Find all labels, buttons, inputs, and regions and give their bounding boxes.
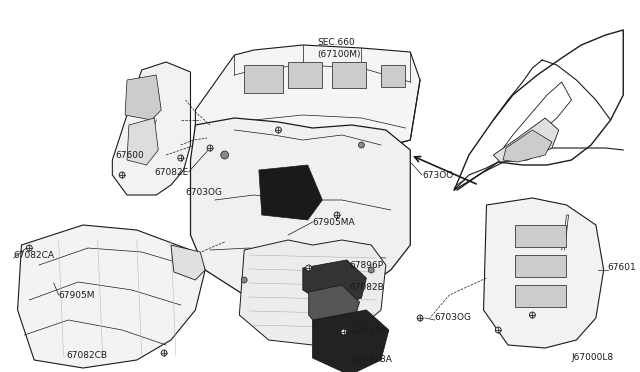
Text: 67082B: 67082B [349, 283, 385, 292]
Text: 67082BA: 67082BA [351, 356, 392, 365]
Polygon shape [312, 310, 388, 372]
Text: 67896P: 67896P [349, 260, 384, 269]
Text: 6703OG: 6703OG [186, 187, 223, 196]
Polygon shape [493, 118, 559, 162]
Text: 67082CB: 67082CB [67, 350, 108, 359]
Polygon shape [308, 285, 360, 332]
Bar [288, 62, 323, 88]
Polygon shape [503, 130, 552, 162]
Polygon shape [239, 240, 386, 345]
Polygon shape [195, 45, 420, 148]
Polygon shape [113, 62, 191, 195]
Polygon shape [303, 260, 366, 308]
Polygon shape [17, 225, 205, 368]
Circle shape [529, 312, 535, 318]
Bar [332, 62, 366, 88]
Circle shape [221, 151, 228, 159]
Circle shape [241, 277, 247, 283]
Text: 67905MA: 67905MA [312, 218, 355, 227]
Text: 67905M: 67905M [59, 291, 95, 299]
Text: (67100M): (67100M) [317, 50, 361, 59]
Circle shape [417, 315, 423, 321]
Text: 673OO: 673OO [422, 170, 453, 180]
Polygon shape [484, 198, 604, 348]
Bar [515, 225, 566, 247]
Text: 6703OG: 6703OG [435, 314, 472, 323]
Polygon shape [259, 165, 323, 220]
Polygon shape [171, 245, 205, 280]
Circle shape [306, 265, 312, 271]
Circle shape [341, 329, 347, 335]
Bar [244, 65, 284, 93]
Circle shape [119, 172, 125, 178]
Circle shape [207, 145, 213, 151]
Text: 67082E: 67082E [154, 167, 189, 176]
Circle shape [495, 327, 501, 333]
Circle shape [368, 267, 374, 273]
Polygon shape [127, 118, 158, 165]
Text: SEC.660: SEC.660 [317, 38, 355, 47]
Polygon shape [125, 75, 161, 120]
Polygon shape [191, 118, 410, 305]
Text: J67000L8: J67000L8 [572, 353, 614, 362]
Text: 67897P: 67897P [351, 327, 386, 337]
Circle shape [26, 245, 32, 251]
Circle shape [358, 142, 364, 148]
Text: 67601: 67601 [607, 263, 636, 273]
Bar [381, 65, 405, 87]
Bar [515, 285, 566, 307]
Bar [515, 255, 566, 277]
Text: 67082CA: 67082CA [13, 250, 54, 260]
Text: 67600: 67600 [116, 151, 145, 160]
Circle shape [178, 155, 184, 161]
Circle shape [275, 127, 282, 133]
Circle shape [161, 350, 167, 356]
Circle shape [334, 212, 340, 218]
